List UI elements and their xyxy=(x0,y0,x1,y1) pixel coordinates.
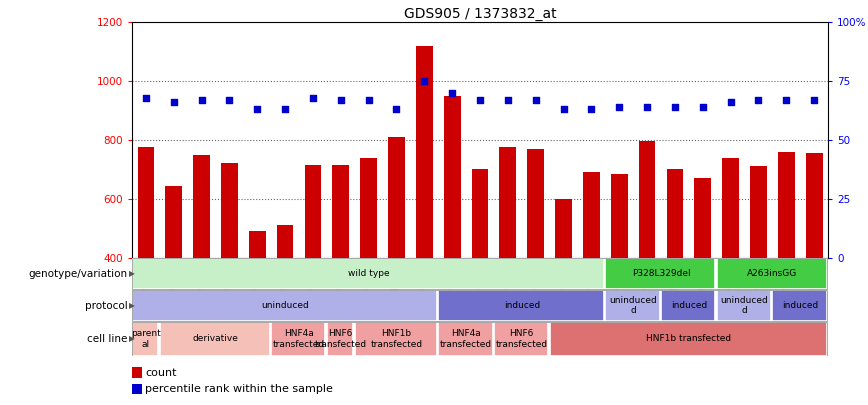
Bar xyxy=(137,147,155,375)
Bar xyxy=(221,164,238,375)
Text: HNF1b transfected: HNF1b transfected xyxy=(647,335,732,343)
Bar xyxy=(388,137,404,375)
Point xyxy=(139,94,153,101)
Point xyxy=(445,90,459,96)
Point xyxy=(362,97,376,103)
Text: parent
al: parent al xyxy=(131,329,161,349)
Bar xyxy=(277,225,293,375)
Bar xyxy=(639,141,655,375)
Point xyxy=(418,78,431,84)
Text: ▶: ▶ xyxy=(129,269,135,278)
Bar xyxy=(132,322,158,356)
Point xyxy=(724,99,738,106)
Bar xyxy=(305,165,321,375)
Point xyxy=(334,97,348,103)
Text: ▶: ▶ xyxy=(129,301,135,310)
Bar xyxy=(132,290,437,321)
Text: HNF4a
transfected: HNF4a transfected xyxy=(440,329,492,349)
Bar xyxy=(556,199,572,375)
Point xyxy=(278,106,292,113)
Point xyxy=(250,106,264,113)
Bar xyxy=(360,158,377,375)
Point xyxy=(752,97,766,103)
Bar xyxy=(271,322,326,356)
Point xyxy=(696,104,710,110)
Text: genotype/variation: genotype/variation xyxy=(29,269,128,279)
Text: count: count xyxy=(145,368,176,378)
Text: A263insGG: A263insGG xyxy=(747,269,798,278)
Bar xyxy=(717,258,826,289)
Text: ▶: ▶ xyxy=(129,335,135,343)
Bar xyxy=(722,158,739,375)
Bar xyxy=(194,155,210,375)
Point xyxy=(584,106,598,113)
Point xyxy=(194,97,208,103)
Bar xyxy=(611,174,628,375)
Text: uninduced
d: uninduced d xyxy=(609,296,657,315)
Bar xyxy=(332,165,349,375)
Bar xyxy=(750,166,766,375)
Text: HNF1b
transfected: HNF1b transfected xyxy=(371,329,423,349)
Point xyxy=(779,97,793,103)
Text: percentile rank within the sample: percentile rank within the sample xyxy=(145,384,332,394)
Text: uninduced: uninduced xyxy=(261,301,309,310)
Bar xyxy=(438,322,492,356)
Bar xyxy=(471,169,489,375)
Bar xyxy=(778,152,795,375)
Text: induced: induced xyxy=(671,301,707,310)
Bar xyxy=(132,258,604,289)
Bar xyxy=(806,153,823,375)
Bar xyxy=(355,322,437,356)
Text: induced: induced xyxy=(782,301,819,310)
Point xyxy=(529,97,542,103)
Point xyxy=(473,97,487,103)
Bar xyxy=(717,290,771,321)
Bar xyxy=(416,46,432,375)
Text: wild type: wild type xyxy=(348,269,390,278)
Bar xyxy=(528,149,544,375)
Text: cell line: cell line xyxy=(87,334,128,344)
Point xyxy=(306,94,320,101)
Bar xyxy=(549,322,826,356)
Text: uninduced
d: uninduced d xyxy=(720,296,768,315)
Bar xyxy=(667,169,683,375)
Point xyxy=(612,104,626,110)
Point xyxy=(668,104,682,110)
Bar xyxy=(165,185,182,375)
Point xyxy=(807,97,821,103)
Bar xyxy=(132,206,828,258)
Text: HNF4a
transfected: HNF4a transfected xyxy=(273,329,326,349)
Text: P328L329del: P328L329del xyxy=(632,269,690,278)
Text: protocol: protocol xyxy=(85,301,128,311)
Point xyxy=(501,97,515,103)
Point xyxy=(556,106,570,113)
Bar xyxy=(444,96,461,375)
Bar xyxy=(438,290,604,321)
Point xyxy=(640,104,654,110)
Bar xyxy=(605,258,715,289)
Text: HNF6
transfected: HNF6 transfected xyxy=(315,329,367,349)
Text: derivative: derivative xyxy=(193,335,239,343)
Bar xyxy=(583,172,600,375)
Bar xyxy=(494,322,549,356)
Point xyxy=(390,106,404,113)
Bar xyxy=(773,290,826,321)
Bar xyxy=(694,178,711,375)
Bar xyxy=(605,290,660,321)
Title: GDS905 / 1373832_at: GDS905 / 1373832_at xyxy=(404,7,556,21)
Text: HNF6
transfected: HNF6 transfected xyxy=(496,329,548,349)
Bar xyxy=(499,147,516,375)
Text: induced: induced xyxy=(503,301,540,310)
Bar xyxy=(661,290,715,321)
Bar xyxy=(160,322,270,356)
Bar xyxy=(327,322,353,356)
Bar xyxy=(249,231,266,375)
Point xyxy=(222,97,236,103)
Point xyxy=(167,99,181,106)
